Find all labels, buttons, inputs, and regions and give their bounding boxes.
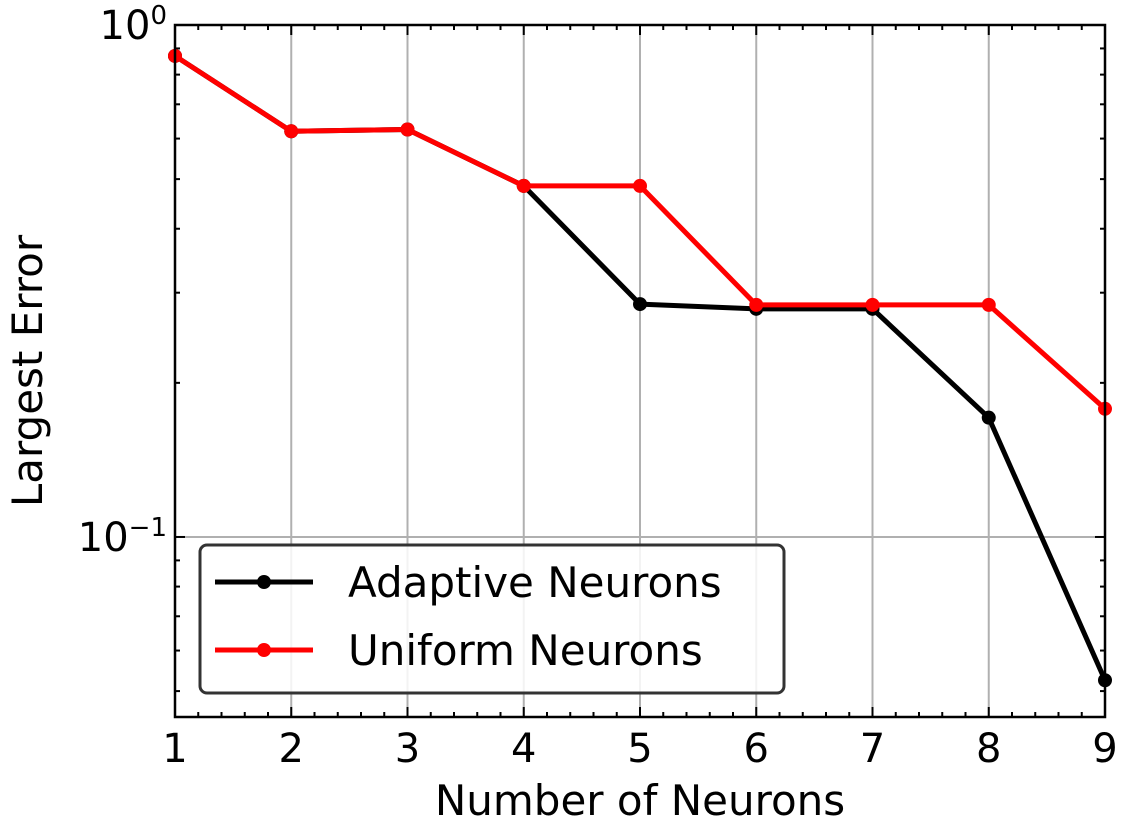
y-tick-exponent: 0 <box>150 1 167 31</box>
x-tick-label: 4 <box>511 726 536 772</box>
series-1-point <box>981 297 996 312</box>
x-tick-label: 1 <box>162 726 187 772</box>
series-1-point <box>633 178 647 193</box>
x-tick-label: 6 <box>744 726 769 772</box>
x-tick-label: 5 <box>627 726 652 772</box>
legend-box <box>198 543 786 695</box>
series-1-point <box>284 124 299 139</box>
x-tick-label: 7 <box>860 726 885 772</box>
y-tick-label: 100 <box>100 1 167 49</box>
legend-marker-adaptive <box>257 575 271 589</box>
legend-marker-uniform <box>257 643 271 657</box>
plot-frame <box>173 23 1107 719</box>
series-1-point <box>749 297 764 312</box>
y-tick-exponent: −1 <box>129 513 167 543</box>
series-1-point <box>400 122 415 137</box>
y-tick-label: 10−1 <box>78 513 167 561</box>
y-tick-labels: 100 10−1 <box>78 1 167 561</box>
series-1-point <box>516 178 531 193</box>
legend-label-adaptive: Adaptive Neurons <box>348 558 722 607</box>
x-tick-label: 9 <box>1092 726 1117 772</box>
legend: Adaptive Neurons Uniform Neurons <box>198 543 786 695</box>
y-axis-label: Largest Error <box>3 234 52 507</box>
legend-label-uniform: Uniform Neurons <box>348 626 703 675</box>
x-axis-label: Number of Neurons <box>435 776 845 825</box>
series-0-point <box>633 297 647 312</box>
x-tick-label: 3 <box>395 726 420 772</box>
x-tick-labels: 1 2 3 4 5 6 7 8 9 <box>162 726 1117 772</box>
x-tick-label: 8 <box>976 726 1001 772</box>
series-layer <box>168 48 1112 688</box>
series-0-point <box>981 410 996 425</box>
x-tick-label: 2 <box>279 726 304 772</box>
series-1-point <box>865 297 880 312</box>
